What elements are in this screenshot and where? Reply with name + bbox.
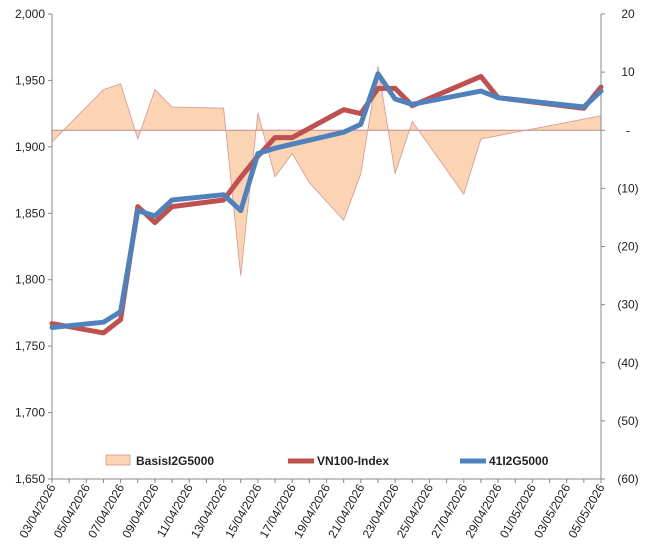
left-y-tick-label: 2,000	[15, 7, 45, 21]
right-y-tick-label: (20)	[617, 240, 638, 254]
vn100-index-line	[49, 73, 604, 336]
left-y-tick-label: 1,700	[15, 406, 45, 420]
left-y-tick-label: 1,750	[15, 339, 45, 353]
right-y-tick-label: 20	[621, 7, 635, 21]
legend-label-basis: BasisI2G5000	[136, 454, 214, 468]
right-y-tick-label: (60)	[617, 472, 638, 486]
series-lines	[49, 71, 604, 336]
right-y-tick-label: (40)	[617, 356, 638, 370]
right-y-tick-label: (30)	[617, 298, 638, 312]
i2g5000-line	[49, 71, 604, 330]
right-y-tick-label: (50)	[617, 414, 638, 428]
legend-label-41i2g5000: 41I2G5000	[489, 454, 549, 468]
left-y-tick-label: 1,800	[15, 273, 45, 287]
left-y-tick-label: 1,850	[15, 206, 45, 220]
legend-swatch-basis	[105, 454, 131, 466]
legend-label-vn100: VN100-Index	[317, 454, 389, 468]
basis-area	[51, 66, 602, 276]
right-y-tick-label: -	[626, 123, 630, 137]
basis-area-layer	[51, 66, 602, 276]
right-y-tick-label: 10	[621, 65, 635, 79]
left-y-tick-label: 1,650	[15, 472, 45, 486]
left-y-tick-label: 1,950	[15, 73, 45, 87]
legend: BasisI2G5000 VN100-Index 41I2G5000	[105, 454, 549, 468]
left-y-tick-label: 1,900	[15, 140, 45, 154]
right-y-tick-label: (10)	[617, 181, 638, 195]
